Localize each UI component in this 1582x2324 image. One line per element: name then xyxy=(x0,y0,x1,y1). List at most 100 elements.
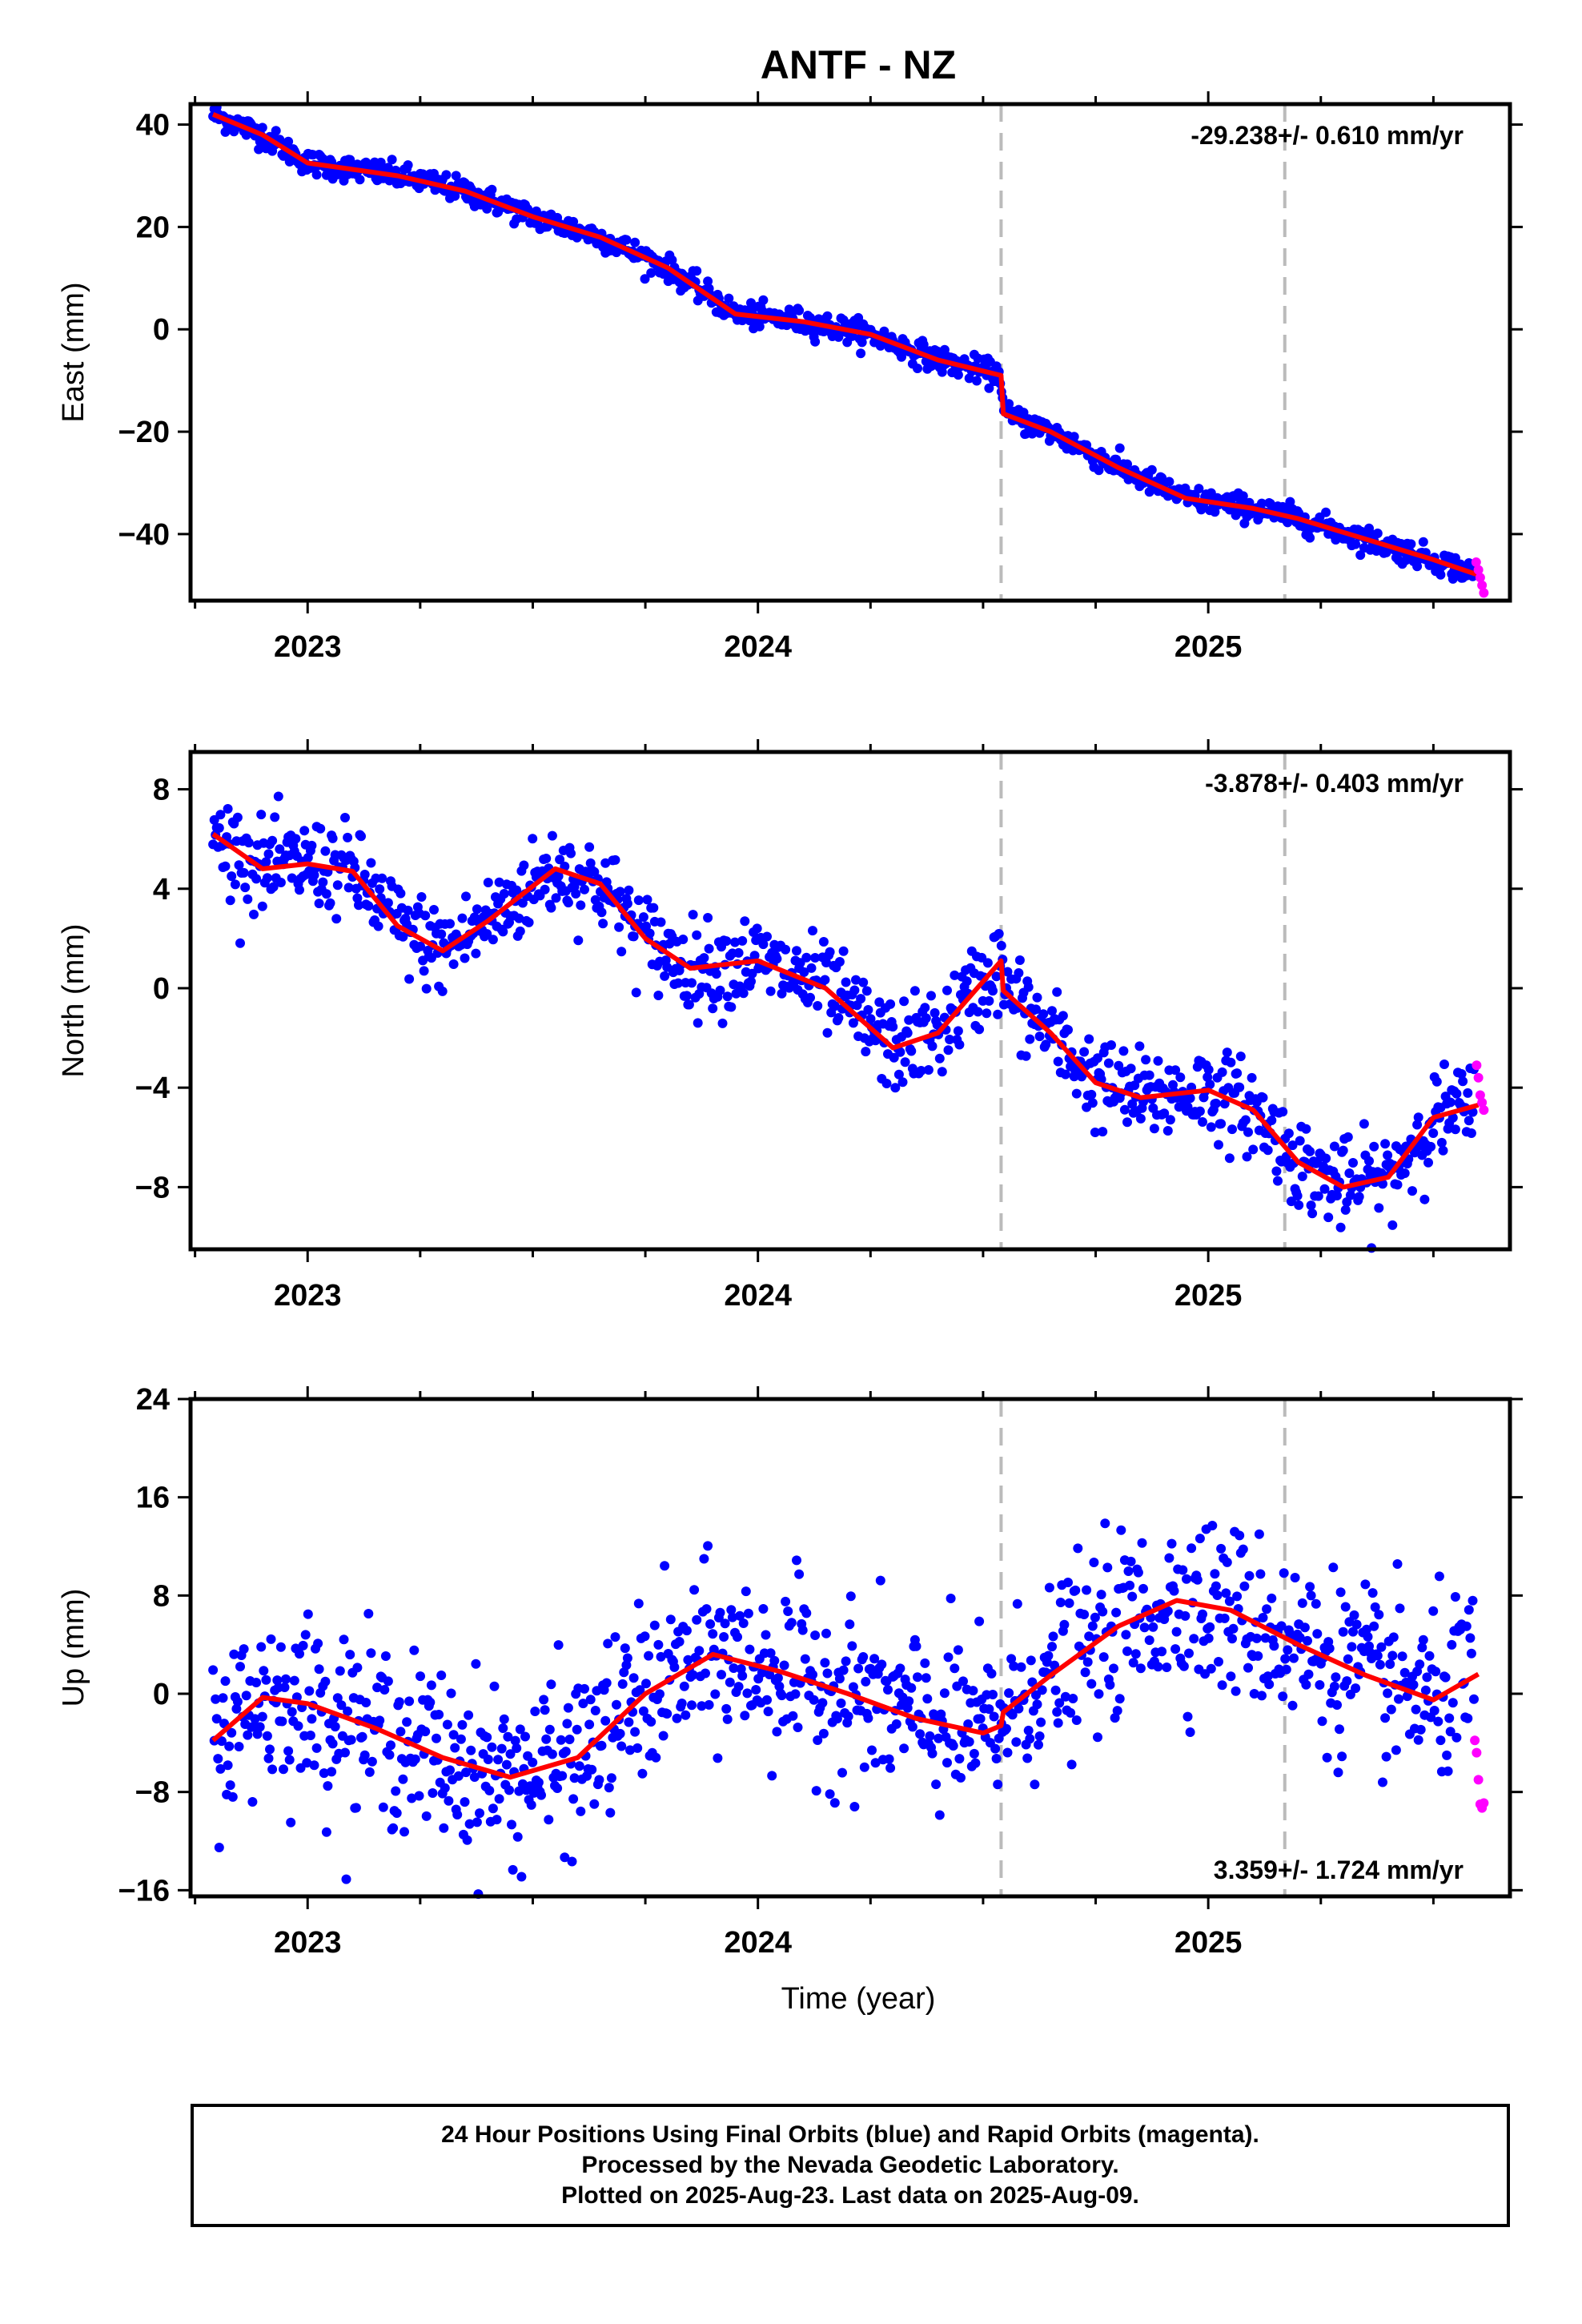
final-point xyxy=(1335,1587,1346,1598)
final-point xyxy=(262,873,272,883)
final-point xyxy=(1321,507,1331,517)
final-point xyxy=(1434,1571,1444,1582)
final-point xyxy=(909,986,920,996)
final-point xyxy=(1376,1642,1387,1652)
final-point xyxy=(1450,1592,1460,1602)
final-point xyxy=(1071,1088,1082,1099)
final-point xyxy=(366,858,376,868)
y-tick-label: 0 xyxy=(153,1678,170,1711)
final-point xyxy=(1162,1126,1173,1136)
final-point xyxy=(1276,1621,1287,1631)
final-point xyxy=(357,1731,367,1742)
final-point xyxy=(492,1815,502,1825)
final-point xyxy=(1297,1598,1307,1608)
final-point xyxy=(692,930,702,940)
final-point xyxy=(1278,1107,1288,1117)
final-point xyxy=(234,1742,244,1751)
final-point xyxy=(1182,1102,1193,1112)
final-point xyxy=(1240,1115,1251,1125)
final-point xyxy=(546,903,556,913)
final-point xyxy=(1037,1685,1047,1695)
final-point xyxy=(841,977,851,987)
final-point xyxy=(451,171,461,181)
rapid-point xyxy=(1479,1105,1489,1116)
final-point xyxy=(648,903,659,913)
rapid-point xyxy=(1479,588,1489,598)
final-point xyxy=(1185,1727,1195,1737)
final-point xyxy=(367,1756,377,1767)
final-point xyxy=(590,1706,600,1715)
final-point xyxy=(1087,1098,1098,1108)
final-point xyxy=(975,1714,986,1724)
final-point xyxy=(988,986,998,996)
final-point xyxy=(725,1677,735,1687)
final-point xyxy=(745,1644,755,1655)
final-point xyxy=(1387,1651,1398,1661)
final-point xyxy=(677,1699,687,1708)
final-point xyxy=(1428,1606,1439,1616)
final-point xyxy=(1012,1598,1022,1609)
final-point xyxy=(993,1779,1003,1790)
velocity-annotation: -3.878+/- 0.403 mm/yr xyxy=(1205,769,1464,798)
final-point xyxy=(512,885,522,895)
x-tick-label: 2025 xyxy=(1174,1926,1243,1960)
final-point xyxy=(261,1675,271,1685)
final-point xyxy=(1044,1582,1054,1593)
final-point xyxy=(1093,1732,1102,1743)
final-point xyxy=(1418,1634,1428,1645)
final-point xyxy=(305,1731,315,1740)
final-point xyxy=(1127,1591,1138,1602)
final-point xyxy=(372,1683,383,1693)
final-point xyxy=(1278,1691,1288,1702)
final-point xyxy=(708,1003,718,1014)
final-point xyxy=(749,951,760,961)
footer-line-2: Processed by the Nevada Geodetic Laborat… xyxy=(581,2152,1119,2178)
final-point xyxy=(383,898,393,908)
final-point xyxy=(462,1835,472,1845)
final-point xyxy=(503,1731,513,1742)
final-point xyxy=(220,861,231,871)
final-point xyxy=(1466,1648,1476,1659)
final-point xyxy=(833,1013,844,1023)
final-point xyxy=(461,1767,471,1778)
y-tick-label: −16 xyxy=(118,1874,170,1908)
final-point xyxy=(456,1734,466,1744)
final-point xyxy=(1047,1006,1057,1016)
final-point xyxy=(277,1716,287,1727)
x-tick-label: 2023 xyxy=(274,1279,342,1313)
final-point xyxy=(1153,1055,1163,1066)
final-point xyxy=(861,986,872,996)
final-point xyxy=(801,1608,812,1618)
final-point xyxy=(378,1802,388,1812)
final-point xyxy=(1048,1631,1058,1642)
final-point xyxy=(810,336,821,347)
final-point xyxy=(1079,1610,1090,1619)
final-point xyxy=(507,1819,516,1830)
final-point xyxy=(857,337,867,348)
y-tick-label: −8 xyxy=(135,1776,170,1810)
final-point xyxy=(343,1706,353,1716)
final-point xyxy=(252,1729,263,1739)
final-point xyxy=(1415,1724,1426,1735)
final-point xyxy=(284,1755,295,1765)
final-point xyxy=(494,1794,504,1804)
final-point xyxy=(733,1632,742,1642)
final-point xyxy=(388,1823,399,1833)
final-point xyxy=(1206,1122,1216,1132)
final-point xyxy=(752,923,762,934)
final-point xyxy=(578,1699,588,1709)
final-point xyxy=(687,978,697,988)
final-point xyxy=(631,987,641,998)
final-point xyxy=(845,1591,856,1602)
final-point xyxy=(984,995,994,1006)
final-point xyxy=(460,953,470,963)
final-point xyxy=(1212,1590,1223,1600)
final-point xyxy=(359,1750,370,1760)
final-point xyxy=(1263,1671,1273,1682)
final-point xyxy=(699,953,709,963)
final-point xyxy=(373,921,383,931)
final-point xyxy=(576,900,586,911)
final-point xyxy=(1436,1137,1447,1148)
final-point xyxy=(313,1638,323,1649)
final-point xyxy=(514,1786,524,1796)
